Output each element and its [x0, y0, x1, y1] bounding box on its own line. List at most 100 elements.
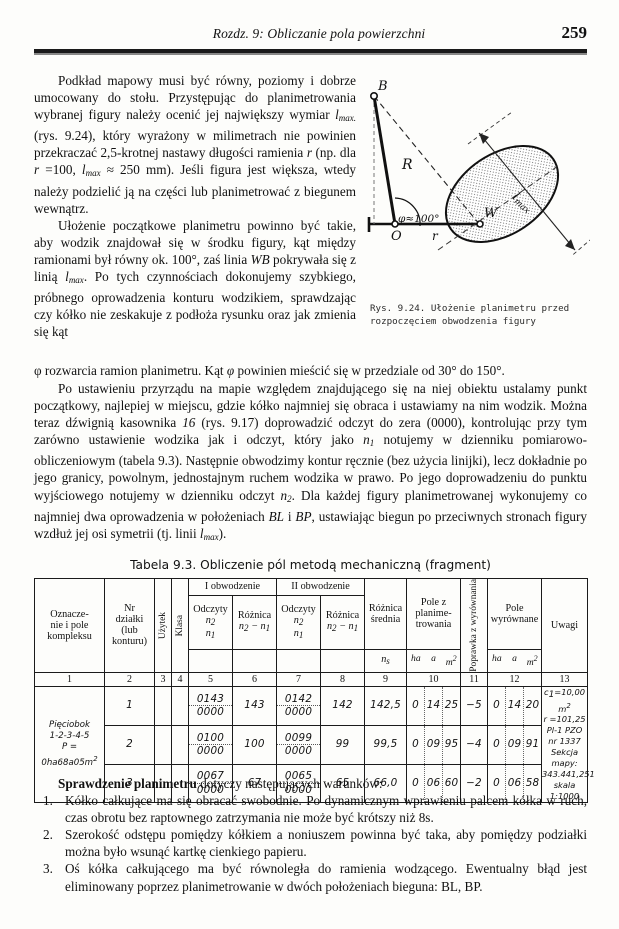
header-roznica-1-label: Różnica: [237, 610, 272, 622]
row3-pole-wyr: 0 06 58: [487, 763, 543, 804]
paragraph-po-ustawieniu: Po ustawieniu przyrządu na mapie względe…: [34, 380, 587, 546]
row2-roznica2: 99: [320, 724, 366, 765]
colnum-3: 3: [154, 671, 172, 687]
colnum-4: 4: [171, 671, 189, 687]
row-nr-2: 2: [104, 724, 155, 765]
verification-lead-rest: dotyczy następujących warunków:: [196, 776, 383, 791]
row-nr-3: 3: [104, 763, 155, 804]
header-roznica-2-formula: n2 − n1: [326, 621, 359, 634]
n2-symbol: n2: [280, 487, 292, 504]
figure-caption-line1: Rys. 9.24. Ułożenie planimetru przed: [370, 303, 570, 314]
list-marker-1: 1.: [43, 793, 53, 809]
row-odczyt1-3: 0067 0000: [188, 763, 233, 804]
row2-pole-a: 09: [425, 725, 444, 764]
header-roznica-1-formula: n2 − n1: [238, 621, 271, 634]
header-odczyty-2: Odczyty n2 n1: [276, 594, 322, 650]
figure-label-R: R: [401, 157, 413, 173]
para2-seg3: . Po tych czynnościach dokonujemy szybki…: [34, 269, 356, 340]
colnum-12: 12: [487, 671, 543, 687]
header-roznica-2-label: Różnica: [325, 610, 360, 622]
po-ustawieniu-text: Po ustawieniu przyrządu na mapie względe…: [34, 380, 587, 546]
row2-odczyt1-n2: 0100: [189, 732, 232, 746]
verification-list: 1. Kółko całkujące ma się obracać swobodn…: [34, 792, 587, 895]
row2-roznica1: 100: [231, 724, 278, 765]
header-roznica-srednia-l1: Różnica: [368, 602, 403, 614]
row-uzytek-2: [154, 724, 172, 765]
header-pole-plan-l1: Pole z: [420, 597, 447, 609]
table-header-row-3: ns ha a m2 ha a m2: [35, 648, 588, 673]
row2-odczyt1-n1: 0000: [196, 745, 225, 758]
row2-wyr-m2: 91: [525, 738, 540, 751]
note-l1: c1=10,00 m2: [544, 686, 586, 714]
header-nr-l4: konturu): [111, 636, 148, 648]
figure-caption: Rys. 9.24. Ułożenie planimetru przed roz…: [370, 303, 588, 328]
header-roznica-1: Różnica n2 − n1: [231, 594, 278, 650]
para3-seg2: (rys. 9.17) doprowadzić odczyt do zera (…: [34, 415, 587, 448]
para1-seg2: (rys. 9.24), który wyrażony w milimetrac…: [34, 128, 356, 161]
header-poprawka-label: Poprawka z wyrównania: [468, 579, 479, 672]
lmax-symbol-3: lmax: [65, 269, 84, 286]
complex-label-l4: 0ha68a05m2: [41, 754, 98, 768]
figure-label-phi: φ≈100°: [398, 213, 439, 225]
row2-wyr-a: 09: [506, 725, 525, 764]
calculation-table: Oznacze- nie i pole kompleksu Nr działki…: [34, 578, 595, 804]
colnum-8: 8: [320, 671, 366, 687]
running-head: Rozdz. 9: Obliczanie pola powierzchni 25…: [34, 23, 588, 60]
row3-roznica2: 65: [320, 763, 366, 804]
row2-pole-plan: 0 09 95: [406, 724, 462, 765]
colnum-6: 6: [231, 671, 278, 687]
table-row: 2 0100 0000 100 0099 0000 99 99,5 0 09 95 −4…: [35, 724, 588, 765]
header-group-obwodzenie-1: I obwodzenie: [187, 578, 278, 596]
row-odczyt2-2: 0099 0000: [276, 724, 322, 765]
note-l2: r =101,25: [543, 714, 586, 725]
row3-odczyt2-n2: 0065: [277, 770, 321, 784]
row2-poprawka: −4: [460, 724, 489, 765]
header-poprawka: Poprawka z wyrównania: [460, 578, 489, 673]
row3-odczyt2-n1: 0000: [284, 783, 313, 796]
row2-pole-ha: 0: [407, 725, 426, 764]
figure-label-O: O: [391, 229, 402, 244]
row-uzytek-1: [154, 685, 172, 726]
header-odczyty-1-n2: n2: [205, 614, 216, 627]
header-group-obwodzenie-2: II obwodzenie: [276, 578, 366, 596]
wb-symbol: WB: [250, 251, 270, 267]
row3-odczyt1-n1: 0000: [196, 783, 225, 796]
row2-pole-m2: 95: [444, 738, 459, 751]
header-odczyty-2-n1: n1: [293, 627, 304, 640]
row2-odczyt2-n1: 0000: [284, 745, 313, 758]
table-header-row-1: Oznacze- nie i pole kompleksu Nr działki…: [34, 578, 589, 673]
para1-seg1: Podkład mapowy musi być równy, poziomy i…: [34, 73, 356, 123]
header-pole-plan-units: ha a m2: [406, 648, 462, 673]
row3-poprawka: −2: [460, 763, 489, 804]
header-roznica-srednia-l2: średnia: [370, 613, 401, 625]
row1-pole-a: 14: [425, 686, 444, 725]
verification-lead-bold: Sprawdzenie planimetru: [58, 776, 197, 791]
paragraph-phi: φ rozwarcia ramion planimetru. Kąt φ pow…: [34, 362, 587, 379]
unit-ha-2: ha: [492, 653, 502, 665]
unit-m2-1: m2: [445, 654, 457, 669]
paragraph-podklad: Podkład mapowy musi być równy, poziomy i…: [34, 72, 356, 217]
header-nr-l3: (lub: [121, 625, 138, 637]
table-title: Tabela 9.3. Obliczenie pól metodą mechan…: [130, 558, 491, 572]
header-roznica-srednia: Różnica średnia: [364, 578, 408, 650]
row3-pole-a: 06: [425, 764, 444, 803]
para3-seg3: notujemy w dzienniku pomiarowo-obliczeni…: [34, 432, 587, 503]
row1-wyr-a: 14: [506, 686, 525, 725]
complex-label-cell: Pięciobok 1-2-3-4-5 P = 0ha68a05m2: [34, 685, 105, 804]
para3-seg5: i: [284, 508, 296, 524]
figure-caption-line2: rozpoczęciem obwodzenia figury: [370, 315, 536, 327]
header-klasa-label: Klasa: [174, 614, 185, 637]
header-odczyty-1-n1: n1: [205, 627, 216, 640]
page-number: 259: [561, 23, 588, 42]
row1-odczyt1-n2: 0143: [189, 693, 232, 707]
complex-label-l3: P =: [61, 742, 78, 753]
r-symbol-2: r: [34, 162, 40, 178]
colnum-1: 1: [34, 671, 105, 687]
para2-seg2: pokrywała się z linią: [34, 251, 356, 285]
paragraph-ulozenie: Ułożenie początkowe planimetru powinno b…: [34, 217, 356, 341]
para1-seg3: (np. dla: [311, 145, 356, 161]
para3-seg1: Po ustawieniu przyrządu na mapie względe…: [34, 381, 587, 431]
row-odczyt2-1: 0142 0000: [276, 685, 322, 726]
row3-wyr-a: 06: [506, 764, 525, 803]
header-uzytek: Użytek: [154, 578, 172, 673]
